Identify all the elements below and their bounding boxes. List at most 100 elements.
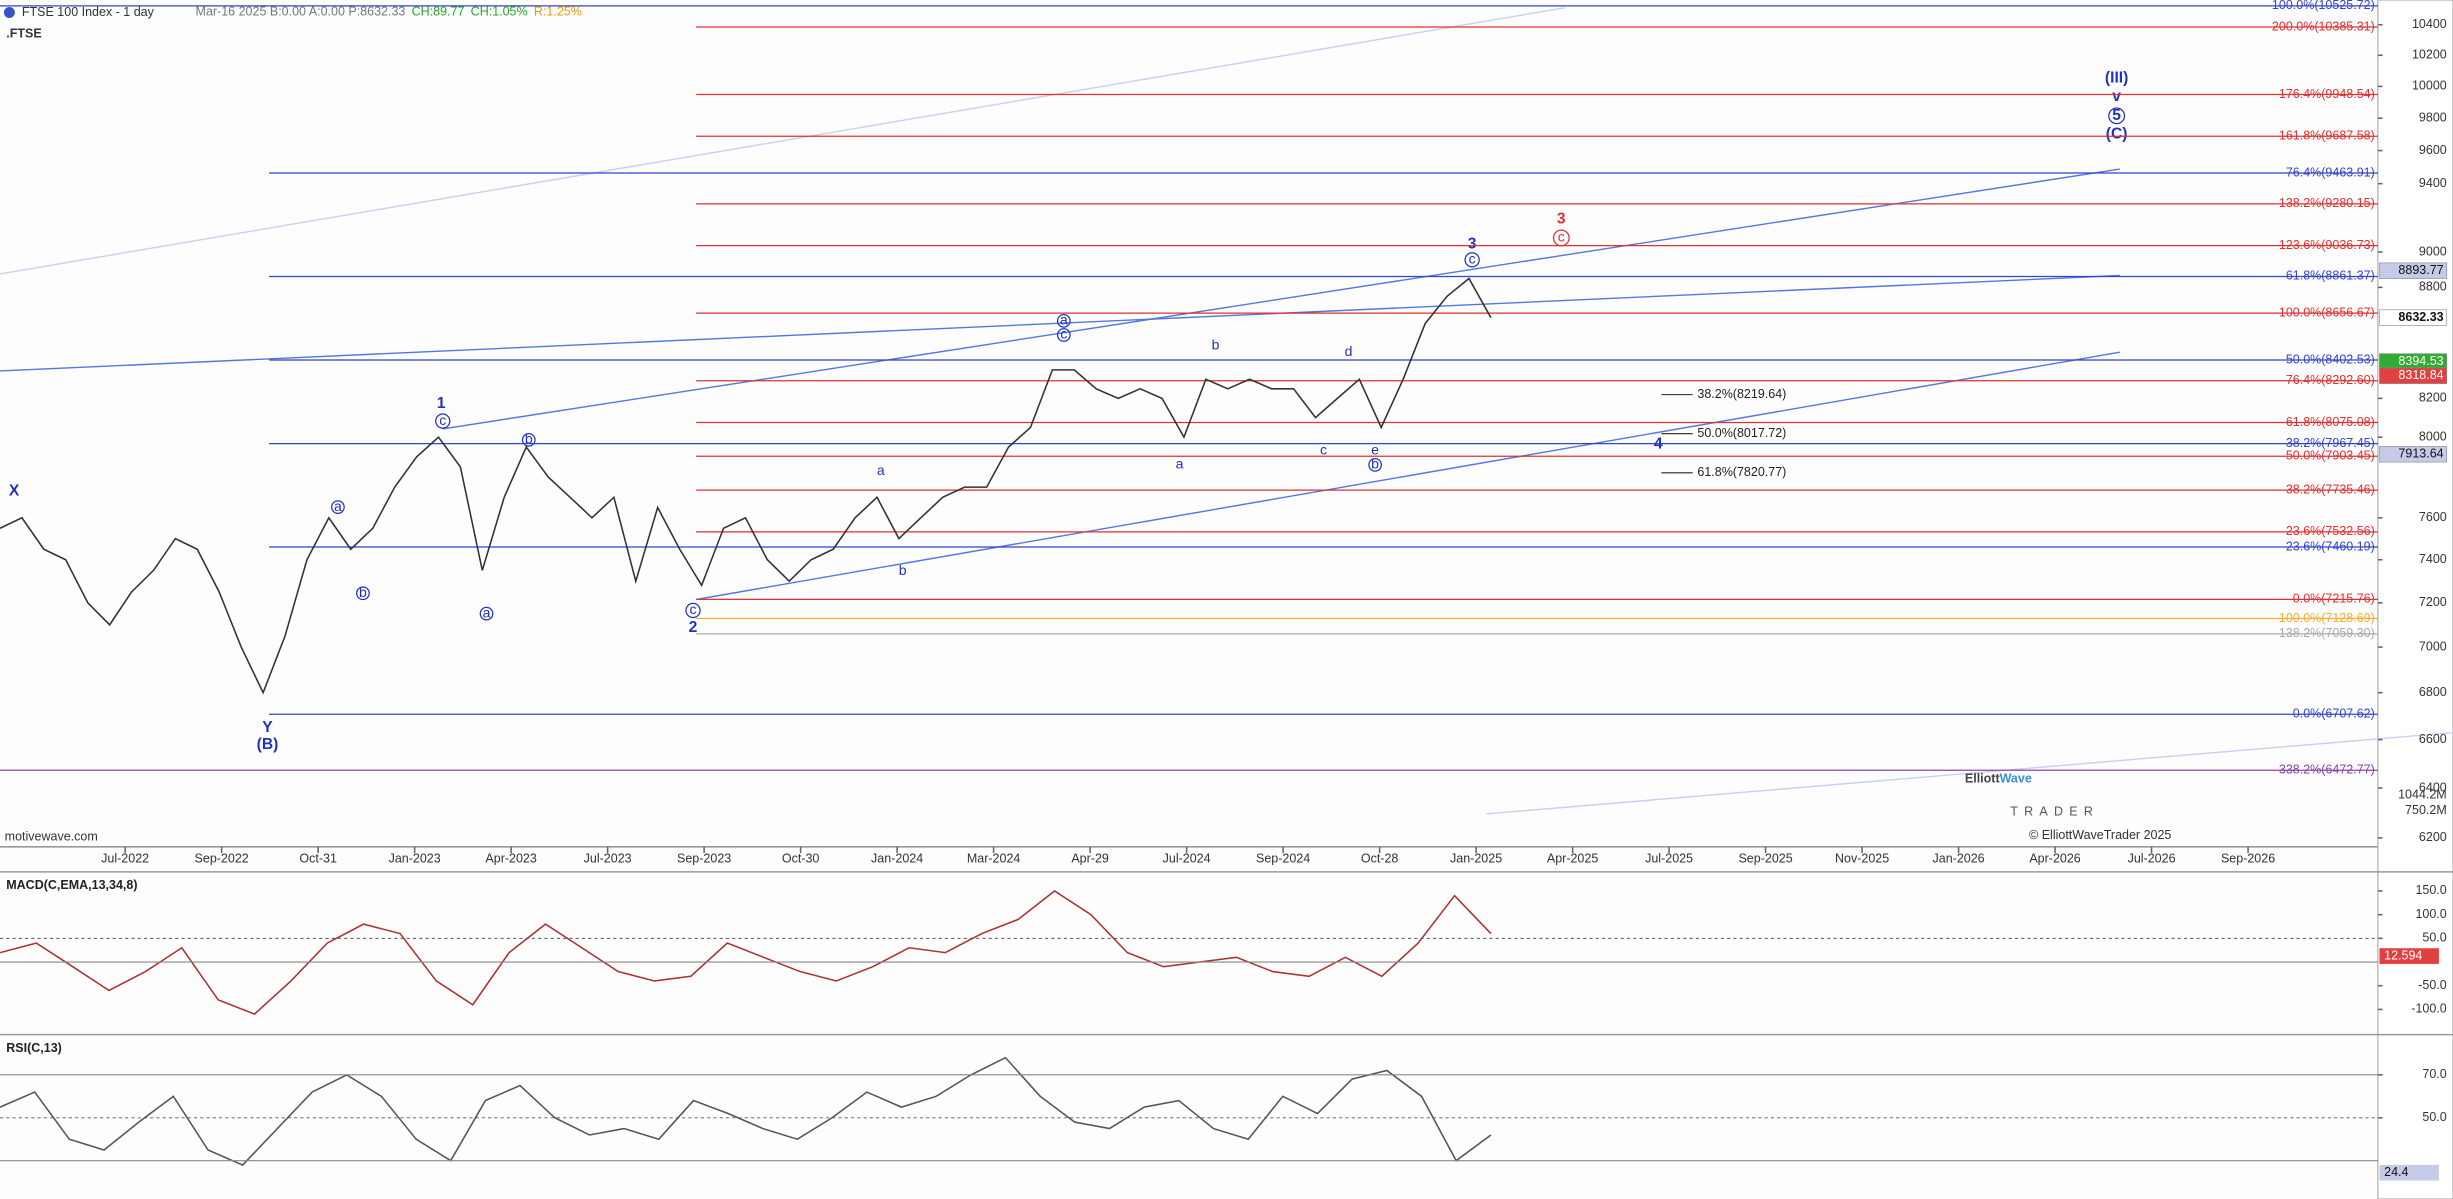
copyright: © ElliottWaveTrader 2025 [2029, 828, 2171, 842]
price-badge [2379, 367, 2448, 384]
y-tick-label: 100.0 [2415, 907, 2446, 921]
wave-label: c [1060, 326, 1067, 342]
logo: ElliottWave TRADER © ElliottWaveTrader 2… [1965, 772, 2172, 842]
wave-circle [1056, 313, 1071, 328]
quote: Mar-16 2025 B:0.00 A:0.00 P:8632.33 CH:89… [196, 5, 582, 19]
price-badge-label: 8893.77 [2398, 263, 2443, 277]
wave-label: c [690, 601, 697, 617]
wave-circle [479, 606, 494, 621]
y-tick-label: 10000 [2412, 79, 2447, 93]
fib-label: 0.0%(6707.62) [2293, 706, 2375, 720]
value-badge-label: 24.4 [2384, 1165, 2408, 1179]
y-tick-label: 9000 [2419, 244, 2447, 258]
wave-circle [1056, 328, 1071, 342]
panel-title: RSI(C,13) [6, 1041, 62, 1055]
price-badge-label: 8318.84 [2398, 368, 2443, 382]
y-tick-label: 6200 [2419, 830, 2447, 844]
wave-label: X [9, 483, 20, 500]
fib-label: 23.6%(7532.56) [2286, 524, 2375, 538]
x-tick-label: Apr-29 [1071, 852, 1109, 866]
wave-label: c [439, 412, 446, 428]
trend-line [1486, 731, 2453, 815]
wave-label: b [525, 431, 533, 447]
wave-circle [521, 432, 536, 447]
x-tick-label: Sep-2026 [2221, 852, 2275, 866]
fib-label: 76.4%(9463.91) [2286, 165, 2375, 179]
fib-label: 38.2%(7967.45) [2286, 436, 2375, 450]
fib-label: 0.0%(7215.76) [2293, 592, 2375, 606]
wave-label: 5 [2112, 107, 2121, 124]
series-line [0, 889, 1492, 1016]
fib-label: 100.0%(10525.72) [2272, 0, 2375, 12]
quote-part: CH:1.05% [471, 5, 528, 19]
x-tick-label: Apr-2025 [1547, 852, 1598, 866]
fib-label: 200.0%(10385.31) [2272, 19, 2375, 33]
price-axis [2377, 0, 2453, 1199]
y-tick-label: 9400 [2419, 176, 2447, 190]
fib-label: 50.0%(8402.53) [2286, 352, 2375, 366]
value-badge [2379, 1164, 2439, 1181]
price-badge-label: 8394.53 [2398, 354, 2443, 368]
fib-label: 123.6%(9036.73) [2279, 238, 2375, 252]
x-tick-label: Jul-2025 [1645, 852, 1693, 866]
trend-line [442, 168, 2120, 430]
price-badge [2379, 446, 2448, 463]
y-tick-label: 10200 [2412, 48, 2447, 62]
x-tick-label: Sep-2025 [1738, 852, 1792, 866]
logo-text: ElliottWave [1965, 772, 2032, 786]
x-tick-label: Sep-2023 [677, 852, 731, 866]
x-tick-label: Jul-2026 [2128, 852, 2176, 866]
wave-label: a [877, 462, 885, 478]
wave-label: 3 [1468, 235, 1477, 252]
y-tick-label: 6600 [2419, 732, 2447, 746]
wave-label: c [1469, 251, 1476, 267]
trend-line [0, 274, 2120, 372]
y-tick-label: 7600 [2419, 510, 2447, 524]
wave-label: c [1320, 442, 1327, 458]
wave-circle [685, 602, 701, 619]
wave-circle [1368, 457, 1383, 472]
y-tick-label: 50.0 [2422, 1110, 2446, 1124]
wave-label: (III) [2105, 69, 2128, 86]
fib-label: 50.0%(7903.45) [2286, 449, 2375, 463]
fib-label: 76.4%(8292.60) [2286, 373, 2375, 387]
y-tick-label: 7400 [2419, 552, 2447, 566]
fib-label: 138.2%(9280.15) [2279, 196, 2375, 210]
fib-label: 61.8%(8861.37) [2286, 269, 2375, 283]
trend-line [696, 351, 2120, 601]
y-tick-label: 8000 [2419, 429, 2447, 443]
wave-label: e [1371, 442, 1379, 458]
series-line [0, 277, 1492, 695]
wave-label: b [899, 562, 907, 578]
y-tick-label: -50.0 [2418, 978, 2447, 992]
watermark: motivewave.com [5, 830, 98, 844]
projection-label: 61.8%(7820.77) [1697, 465, 1786, 479]
wave-circle [1464, 252, 1480, 268]
price-badge-label: 7913.64 [2398, 447, 2443, 461]
y-tick-label: 9800 [2419, 110, 2447, 124]
value-badge [2379, 948, 2439, 964]
wave-label: v [2112, 88, 2121, 105]
volume-label: 1044.2M [2398, 787, 2447, 801]
quote-part: CH:89.77 [412, 5, 465, 19]
price-badge [2379, 262, 2448, 279]
wave-label: 2 [689, 619, 698, 636]
y-tick-label: -100.0 [2411, 1002, 2446, 1016]
y-tick-label: 7200 [2419, 595, 2447, 609]
trend-lines [0, 7, 2453, 815]
y-tick-label: 6400 [2419, 780, 2447, 794]
quote-part: R:1.25% [534, 5, 582, 19]
wave-label: a [334, 498, 342, 514]
wave-label: a [483, 604, 491, 620]
wave-label: (B) [257, 736, 279, 753]
symbol-icon [3, 7, 15, 19]
symbol: FTSE 100 Index - 1 day [22, 5, 155, 19]
fib-label: 38.2%(7735.46) [2286, 482, 2375, 496]
wave-label: c [1558, 229, 1565, 245]
wave-circle [356, 586, 370, 601]
y-tick-label: 9600 [2419, 143, 2447, 157]
y-tick-label: 70.0 [2422, 1067, 2446, 1081]
projection-label: 38.2%(8219.64) [1697, 387, 1786, 401]
value-badge-label: 12.594 [2384, 948, 2422, 962]
x-tick-label: Jan-2025 [1450, 852, 1502, 866]
